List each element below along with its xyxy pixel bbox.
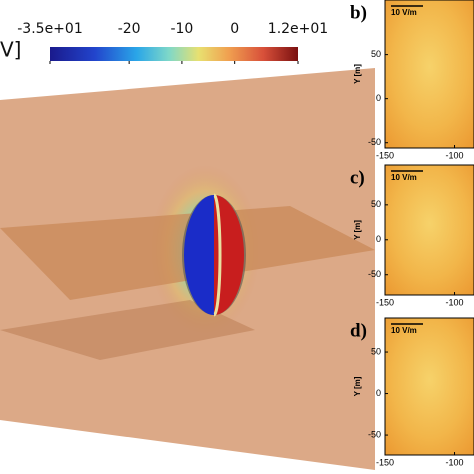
x-tick-label: -150 [376, 297, 394, 307]
y-tick-label: 50 [371, 346, 381, 356]
x-tick-label: -150 [376, 150, 394, 160]
field-map [384, 317, 474, 456]
field-map [384, 0, 474, 149]
y-axis-label: Y [m] [353, 220, 362, 240]
colorbar-tick-label: -20 [118, 21, 141, 37]
x-tick-label: -150 [376, 457, 394, 467]
y-tick-label: -50 [368, 137, 381, 147]
scale-label: 10 V/m [391, 173, 417, 182]
scale-label: 10 V/m [391, 326, 417, 335]
colorbar: V] -3.5e+01 -20 -10 0 1.2e+01 [0, 21, 328, 64]
y-tick-label: 0 [376, 93, 381, 103]
colorbar-gradient [50, 47, 298, 61]
colorbar-tick-label: -3.5e+01 [17, 21, 82, 37]
field-map [384, 164, 474, 296]
y-tick-label: 50 [371, 49, 381, 59]
y-tick-label: -50 [368, 269, 381, 279]
colorbar-tick-label: 1.2e+01 [268, 21, 328, 37]
panel-label: b) [350, 2, 367, 23]
y-axis-label: Y [m] [353, 64, 362, 84]
colorbar-tick-label: 0 [230, 21, 239, 37]
panel-label: d) [350, 320, 367, 341]
colorbar-tick-label: -10 [170, 21, 193, 37]
x-tick-label: -100 [446, 457, 464, 467]
panel: d) 10 V/m Y [m] 50 0 -50 -150 -100 [350, 317, 474, 467]
x-tick-label: -100 [446, 297, 464, 307]
y-tick-label: 50 [371, 199, 381, 209]
panel: c) 10 V/m Y [m] 50 0 -50 -150 -100 [350, 164, 474, 307]
x-tick-label: -100 [446, 150, 464, 160]
scale-label: 10 V/m [391, 8, 417, 17]
y-tick-label: 0 [376, 234, 381, 244]
panel-label: c) [350, 167, 365, 188]
y-tick-label: -50 [368, 429, 381, 439]
y-axis-label: Y [m] [353, 376, 362, 396]
y-tick-label: 0 [376, 388, 381, 398]
panel: b) 10 V/m Y [m] 50 0 -50 -150 -100 [350, 0, 474, 160]
render [0, 68, 375, 470]
colorbar-label: V] [0, 38, 21, 62]
